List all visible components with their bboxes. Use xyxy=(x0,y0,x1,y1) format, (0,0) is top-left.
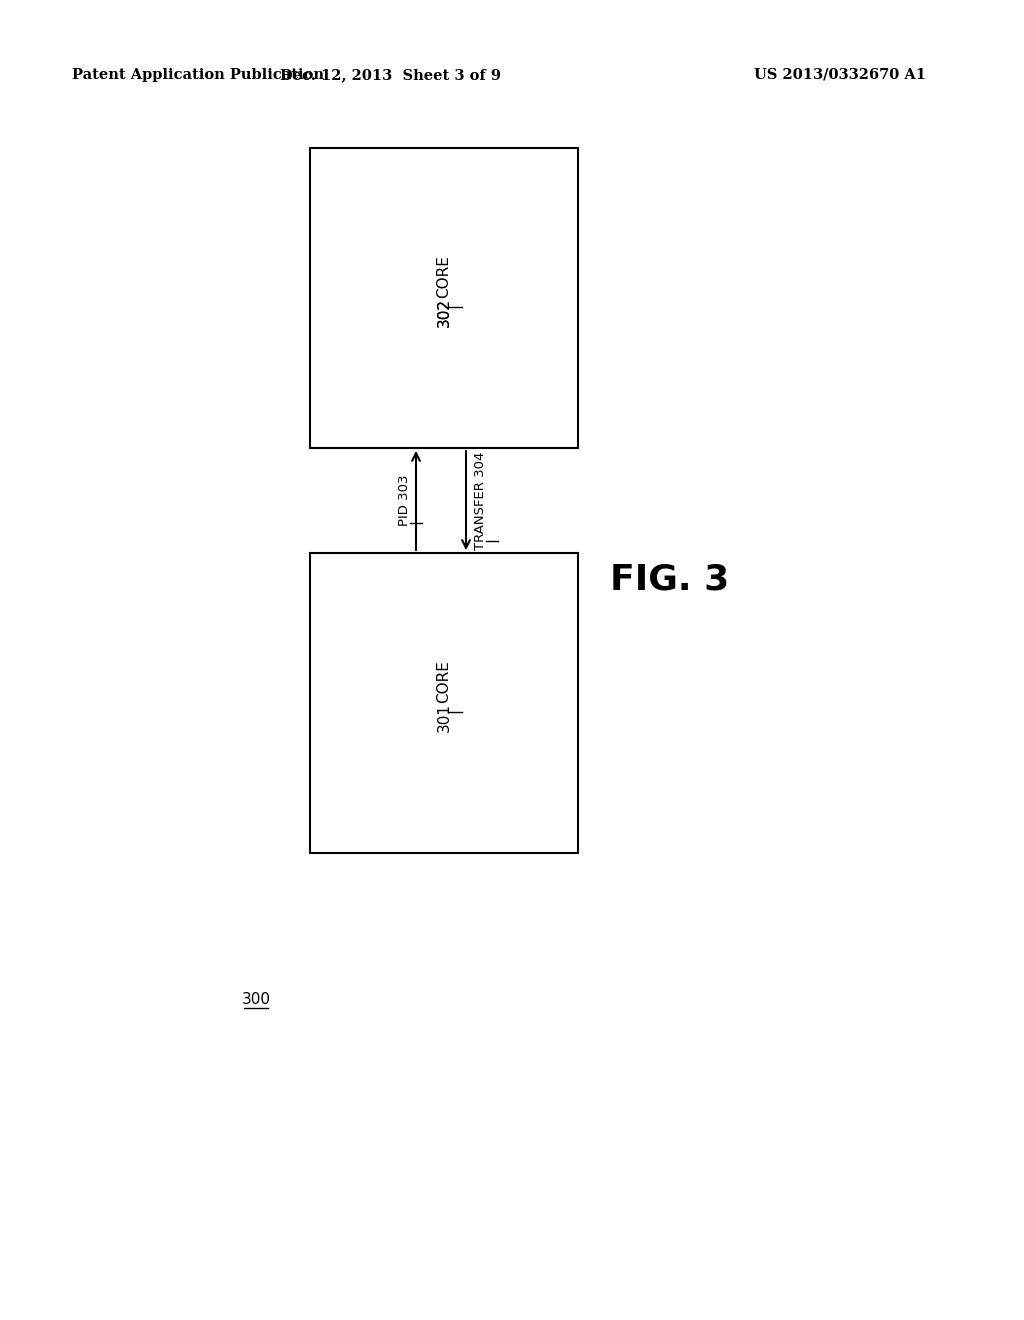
Text: 302: 302 xyxy=(436,298,452,327)
Text: TRANSFER 304: TRANSFER 304 xyxy=(473,451,486,549)
Text: 300: 300 xyxy=(242,993,270,1007)
Bar xyxy=(310,148,578,447)
Text: Dec. 12, 2013  Sheet 3 of 9: Dec. 12, 2013 Sheet 3 of 9 xyxy=(280,69,501,82)
Text: 301: 301 xyxy=(436,704,452,733)
Text: 302: 302 xyxy=(436,298,452,327)
Text: US 2013/0332670 A1: US 2013/0332670 A1 xyxy=(754,69,926,82)
Text: Patent Application Publication: Patent Application Publication xyxy=(72,69,324,82)
Text: CORE: CORE xyxy=(436,255,452,298)
Text: CORE: CORE xyxy=(436,660,452,704)
Text: FIG. 3: FIG. 3 xyxy=(610,564,730,597)
Text: PID 303: PID 303 xyxy=(397,475,411,527)
Bar xyxy=(310,553,578,853)
